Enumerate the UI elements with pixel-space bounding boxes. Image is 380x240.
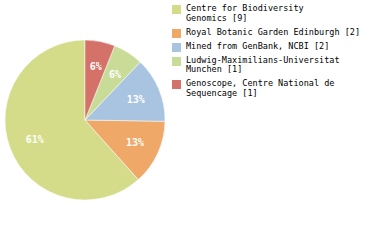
html-text:Genoscope, Centre National de: Genoscope, Centre National de Sequencage…: [186, 78, 335, 98]
html-text:Mined from GenBank, NCBI [2]: Mined from GenBank, NCBI [2]: [186, 40, 330, 51]
html-text:Royal Botanic Garden Edinburgh: Royal Botanic Garden Edinburgh [2]: [186, 26, 360, 37]
svg-text:61%: 61%: [26, 134, 44, 145]
svg-text:13%: 13%: [127, 94, 145, 105]
html-text:Ludwig-Maximilians-Universitat: Ludwig-Maximilians-Universitat Munchen […: [186, 54, 340, 75]
html-text:Centre for Biodiversity Genomi: Centre for Biodiversity Genomics [9]: [186, 3, 304, 23]
svg-text:6%: 6%: [90, 61, 102, 72]
svg-text:6%: 6%: [109, 69, 121, 80]
svg-text:13%: 13%: [126, 137, 144, 148]
